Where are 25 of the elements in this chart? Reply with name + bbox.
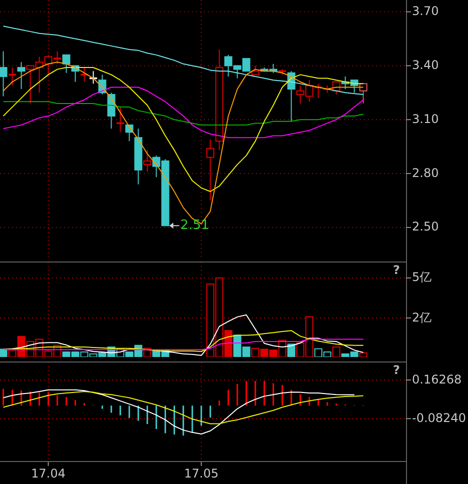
text: ? <box>393 363 400 377</box>
candlestick <box>0 50 8 97</box>
y-tick-label: 3.40 <box>412 58 439 72</box>
y-tick-label: -0.08240 <box>412 410 466 425</box>
y-tick-label: 0.16268 <box>412 372 462 386</box>
line-series <box>2 330 364 352</box>
candlestick <box>62 54 70 74</box>
y-tick-label: 5亿 <box>412 270 432 284</box>
line-series <box>2 390 364 424</box>
candlestick <box>143 150 152 172</box>
x-tick-label: 17.05 <box>184 466 218 480</box>
line-series <box>2 338 364 350</box>
y-tick-label: 2亿 <box>412 310 432 324</box>
candlestick <box>8 67 16 86</box>
text: ? <box>393 263 400 277</box>
candlestick <box>206 138 214 201</box>
y-tick-label: 2.80 <box>412 166 439 180</box>
x-tick-label: 17.04 <box>31 466 66 480</box>
y-tick-label: 3.70 <box>412 4 439 18</box>
candlestick <box>17 62 26 90</box>
y-tick-label: 2.50 <box>412 220 439 234</box>
line-series <box>2 389 355 435</box>
y-tick-label: 3.10 <box>412 112 439 126</box>
annotation: 2.51 <box>180 218 210 234</box>
candlestick <box>116 106 124 133</box>
